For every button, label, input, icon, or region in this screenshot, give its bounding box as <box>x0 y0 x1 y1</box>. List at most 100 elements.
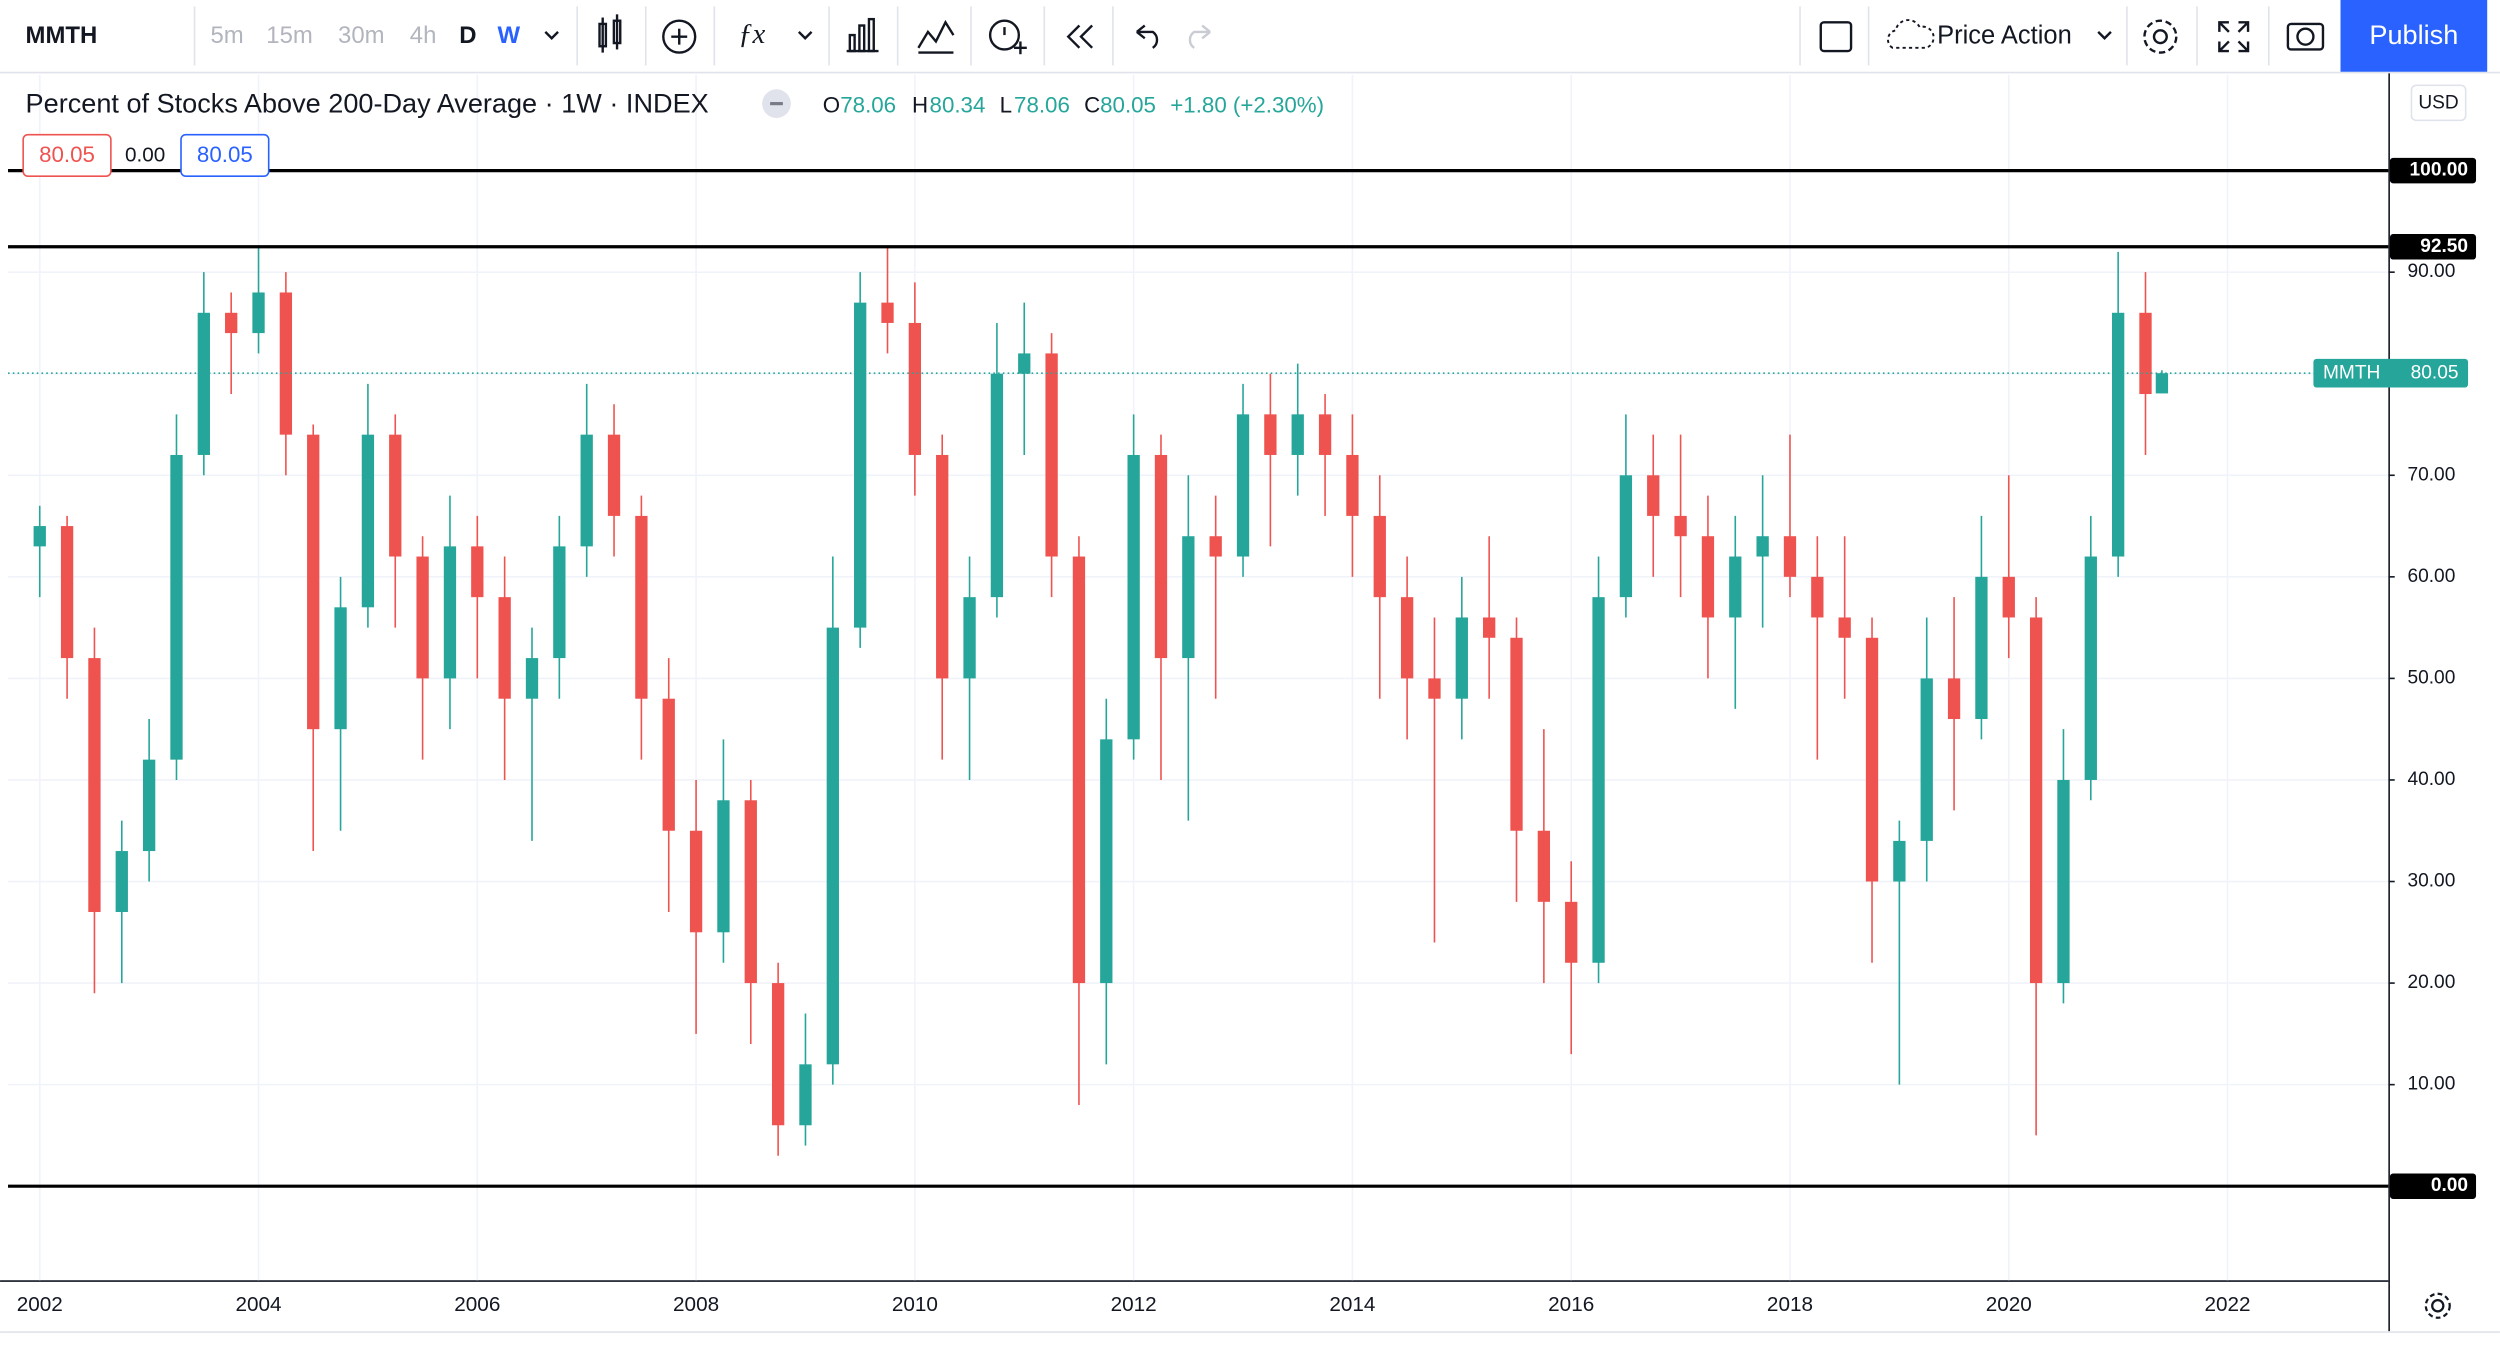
candle-body <box>1947 678 1961 720</box>
candle-body <box>2155 373 2169 394</box>
candle-body <box>662 698 675 831</box>
candle-body <box>88 658 101 912</box>
candle-body <box>1783 536 1797 577</box>
candle-body <box>1428 678 1441 699</box>
y-tick-label: 20.00 <box>2407 972 2455 993</box>
candle-body <box>1893 840 1906 882</box>
candle-body <box>361 434 375 608</box>
candle-body <box>2112 312 2125 557</box>
badge[interactable] <box>22 133 112 177</box>
candle-body <box>2139 312 2152 395</box>
candle-body <box>1975 576 1988 720</box>
line-label-box <box>2389 234 2477 260</box>
candle-body <box>1729 556 1742 618</box>
badge[interactable] <box>180 133 270 177</box>
layout-name[interactable]: Price Action <box>1937 21 2072 49</box>
candle-body <box>635 515 648 699</box>
candle-body <box>771 983 785 1126</box>
candle-body <box>2084 556 2097 780</box>
ohlc-label: L <box>1000 93 1012 118</box>
spread-value: 0.00 <box>125 144 165 167</box>
candle-body <box>908 322 922 455</box>
candle-body <box>33 526 46 547</box>
candle-body <box>1318 414 1332 455</box>
interval[interactable]: D <box>459 22 476 49</box>
candle-body <box>963 597 976 679</box>
candle-body <box>1565 901 1578 963</box>
ohlc-label: C <box>1084 93 1100 118</box>
dropdown-icon[interactable] <box>544 31 559 40</box>
fullscreen-toggle[interactable] <box>1819 21 1853 53</box>
candle-body <box>1018 353 1031 374</box>
dropdown-icon[interactable] <box>2097 31 2112 40</box>
ohlc-value: 78.06 <box>840 93 896 118</box>
candle-body <box>2002 576 2015 618</box>
interval[interactable]: 4h <box>410 22 437 49</box>
candle-body <box>580 434 593 547</box>
badge-value[interactable]: 80.05 <box>39 142 95 167</box>
candle-body <box>553 546 566 659</box>
candle-body <box>1647 475 1660 516</box>
ohlc-label: H <box>912 93 928 118</box>
ohlc-value: 78.06 <box>1014 93 1070 118</box>
dropdown-icon[interactable] <box>797 31 813 40</box>
ohlc-value: 80.05 <box>1100 93 1156 118</box>
symbol[interactable]: MMTH <box>26 22 98 49</box>
settings-icon[interactable] <box>2143 19 2178 54</box>
candle-body <box>1236 414 1250 557</box>
interval[interactable]: 30m <box>338 22 385 49</box>
chart-type-icon[interactable] <box>598 14 622 53</box>
series-title: Percent of Stocks Above 200-Day Average … <box>26 87 709 118</box>
compare-icon[interactable] <box>917 19 955 54</box>
candle-body <box>1373 515 1386 598</box>
interval[interactable]: 15m <box>266 22 313 49</box>
ohlc-value: 80.34 <box>930 93 986 118</box>
x-tick-label: 2020 <box>1986 1293 2032 1316</box>
candle-body <box>1838 617 1851 638</box>
add-icon[interactable] <box>662 19 697 54</box>
candle-body <box>471 546 484 598</box>
candle-body <box>1346 454 1359 516</box>
alert-icon[interactable] <box>988 19 1027 55</box>
publish-button[interactable] <box>2340 0 2488 72</box>
x-tick-label: 2014 <box>1329 1293 1375 1316</box>
candle-body <box>1045 353 1058 557</box>
redo-icon[interactable] <box>1188 24 1211 49</box>
publish-label[interactable]: Publish <box>2369 19 2458 50</box>
candle-body <box>443 546 457 679</box>
undo-icon[interactable] <box>1136 24 1159 49</box>
candle-body <box>225 312 238 334</box>
candle-body <box>197 312 210 455</box>
x-tick-label: 2008 <box>673 1293 719 1316</box>
candle-body <box>525 658 539 699</box>
financials-icon[interactable] <box>846 17 879 53</box>
expand-icon[interactable] <box>2218 21 2250 53</box>
interval[interactable]: W <box>497 22 520 49</box>
candle-body <box>252 292 265 334</box>
candle-body <box>936 454 949 679</box>
replay-icon[interactable] <box>1066 24 1094 49</box>
candle-body <box>1619 475 1633 598</box>
currency-button[interactable] <box>2410 84 2467 122</box>
indicators-icon[interactable]: ƒx <box>738 18 765 50</box>
x-tick-label: 2012 <box>1111 1293 1157 1316</box>
candle-body <box>1072 556 1086 984</box>
y-tick-label: 10.00 <box>2407 1074 2455 1095</box>
candle-body <box>1510 637 1523 831</box>
x-tick-label: 2010 <box>892 1293 938 1316</box>
cloud-icon[interactable] <box>1887 19 1935 49</box>
line-label: 92.50 <box>2420 236 2468 257</box>
badge-value[interactable]: 80.05 <box>197 142 253 167</box>
candle-body <box>1400 597 1414 679</box>
candle-body <box>1291 414 1304 455</box>
candle-body <box>1455 617 1468 699</box>
line-label: 0.00 <box>2431 1175 2468 1196</box>
snapshot-icon[interactable] <box>2286 22 2325 51</box>
candle-body <box>389 434 402 557</box>
axis-settings-icon[interactable] <box>2424 1292 2451 1319</box>
currency[interactable]: USD <box>2418 93 2458 114</box>
x-tick-label: 2016 <box>1548 1293 1594 1316</box>
interval[interactable]: 5m <box>211 22 244 49</box>
candle-body <box>1811 576 1824 618</box>
